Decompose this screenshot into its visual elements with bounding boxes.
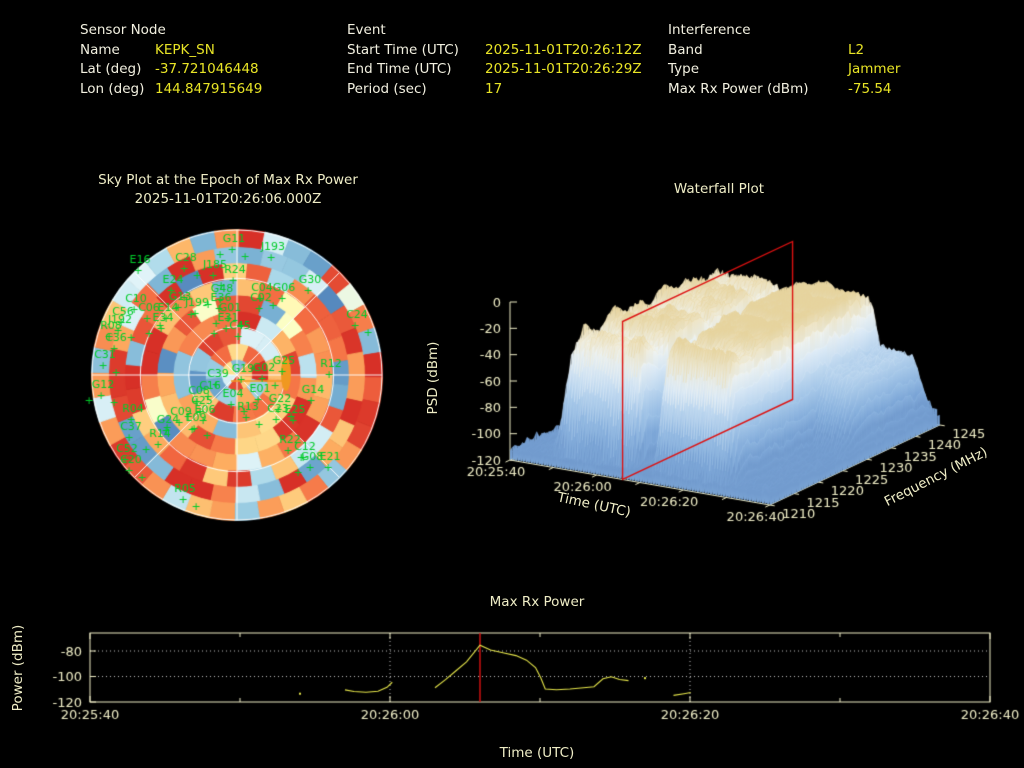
interference-type-value: Jammer: [848, 61, 901, 77]
event-start-value: 2025-11-01T20:26:12Z: [485, 41, 642, 58]
sensor-lon-value: 144.847915649: [155, 80, 263, 97]
sensor-node-panel: Sensor Node Name KEPK_SN Lat (deg) -37.7…: [80, 21, 262, 99]
event-end-label: End Time (UTC): [347, 61, 452, 77]
sky-plot-title: Sky Plot at the Epoch of Max Rx Power: [98, 172, 358, 188]
interference-type-label: Type: [668, 61, 700, 77]
interference-power-row: Max Rx Power (dBm) -75.54: [668, 80, 900, 100]
waterfall-canvas: [410, 215, 1024, 535]
interference-band-value: L2: [848, 41, 865, 58]
sky-plot-title-block: Sky Plot at the Epoch of Max Rx Power 20…: [48, 171, 408, 208]
sensor-lon-label: Lon (deg): [80, 80, 145, 97]
sensor-lat-row: Lat (deg) -37.721046448: [80, 60, 262, 80]
interference-power-value: -75.54: [848, 80, 892, 97]
event-start-label: Start Time (UTC): [347, 41, 459, 58]
event-panel: Event Start Time (UTC) 2025-11-01T20:26:…: [347, 21, 642, 99]
sky-plot-canvas: [77, 222, 397, 532]
interference-band-row: Band L2: [668, 41, 900, 61]
interference-type-row: Type Jammer: [668, 60, 900, 80]
interference-panel: Interference Band L2 Type Jammer Max Rx …: [668, 21, 900, 99]
event-end-row: End Time (UTC) 2025-11-01T20:26:29Z: [347, 60, 642, 80]
interference-power-label: Max Rx Power (dBm): [668, 80, 809, 97]
event-period-row: Period (sec) 17: [347, 80, 642, 100]
sensor-lat-value: -37.721046448: [155, 61, 259, 77]
sensor-lon-row: Lon (deg) 144.847915649: [80, 80, 262, 100]
event-period-label: Period (sec): [347, 80, 427, 97]
sensor-name-row: Name KEPK_SN: [80, 41, 262, 61]
sky-plot-subtitle: 2025-11-01T20:26:06.000Z: [134, 190, 322, 207]
sensor-name-value: KEPK_SN: [155, 41, 215, 58]
event-title: Event: [347, 22, 386, 38]
sensor-name-label: Name: [80, 41, 120, 58]
interference-title: Interference: [668, 22, 751, 38]
event-start-row: Start Time (UTC) 2025-11-01T20:26:12Z: [347, 41, 642, 61]
event-period-value: 17: [485, 80, 503, 97]
max-rx-power-canvas: [0, 588, 1024, 768]
sensor-node-title: Sensor Node: [80, 22, 166, 38]
interference-band-label: Band: [668, 41, 703, 58]
sensor-lat-label: Lat (deg): [80, 61, 142, 77]
event-end-value: 2025-11-01T20:26:29Z: [485, 61, 642, 77]
waterfall-title: Waterfall Plot: [673, 181, 765, 197]
